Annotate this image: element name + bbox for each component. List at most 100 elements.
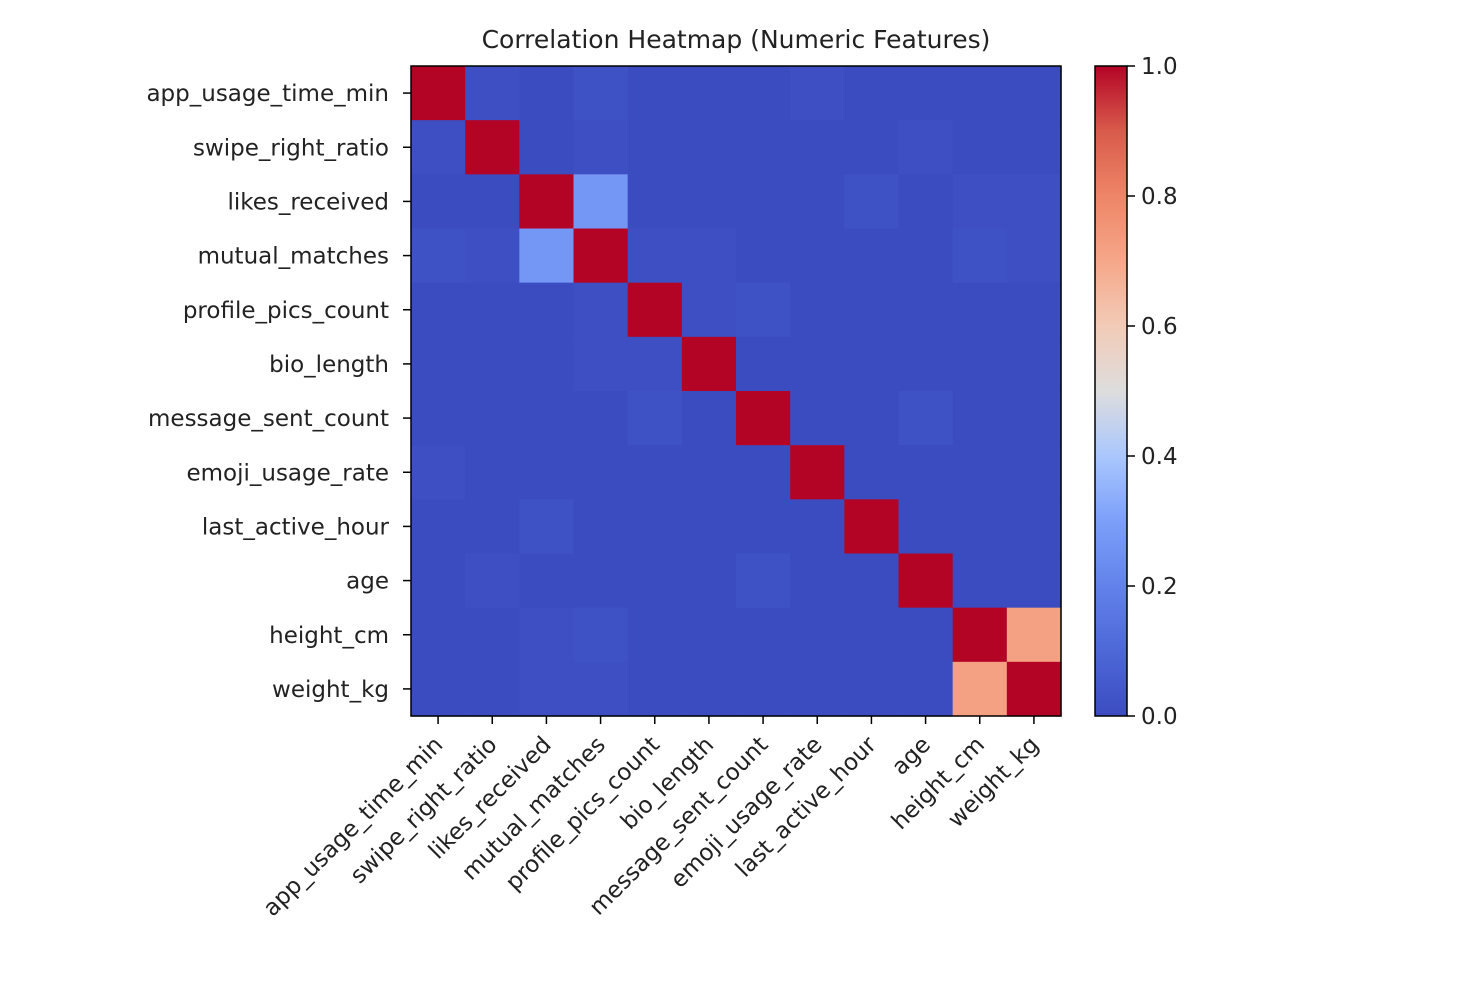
y-axis: app_usage_time_min swipe_right_ratiolikes… <box>146 81 411 703</box>
heatmap-cell <box>952 661 1008 717</box>
y-tick-label: bio_length <box>269 352 389 378</box>
colorbar-tick-label: 0.0 <box>1141 704 1178 730</box>
heatmap-cell <box>1006 228 1062 284</box>
heatmap-cell <box>411 553 466 609</box>
heatmap-cell <box>627 391 683 446</box>
y-tick-label: mutual_matches <box>198 244 389 270</box>
heatmap-cell <box>627 607 683 663</box>
heatmap-cell <box>736 607 791 663</box>
heatmap-cell <box>1006 391 1062 446</box>
heatmap-cell <box>627 120 683 175</box>
heatmap-cell <box>519 282 575 338</box>
heatmap-cell <box>1006 120 1062 175</box>
heatmap-cell <box>465 120 520 175</box>
colorbar: 0.0 0.2 0.4 0.6 0.8 1.0 <box>1094 54 1178 730</box>
heatmap-cell <box>898 607 954 663</box>
heatmap-cell <box>465 66 520 121</box>
heatmap-cells <box>411 66 1062 717</box>
heatmap-cell <box>1006 553 1062 609</box>
heatmap-cell <box>1006 66 1062 121</box>
heatmap-cell <box>573 391 629 446</box>
heatmap-cell <box>627 336 683 392</box>
heatmap-cell <box>898 661 954 717</box>
heatmap-cell <box>898 499 954 555</box>
heatmap-cell <box>573 553 629 609</box>
heatmap-cell <box>519 553 575 609</box>
heatmap-cell <box>519 174 575 230</box>
heatmap-cell <box>627 66 683 121</box>
heatmap-cell <box>465 282 520 338</box>
heatmap-cell <box>627 282 683 338</box>
heatmap-cell <box>952 499 1008 555</box>
heatmap-cell <box>573 336 629 392</box>
heatmap-cell <box>736 120 791 175</box>
heatmap-cell <box>952 228 1008 284</box>
heatmap-cell <box>411 607 466 663</box>
heatmap-cell <box>844 66 900 121</box>
colorbar-tick-label: 0.4 <box>1141 444 1178 470</box>
heatmap-cell <box>519 391 575 446</box>
heatmap-cell <box>952 553 1008 609</box>
heatmap-cell <box>627 174 683 230</box>
y-tick-label: age <box>346 569 389 595</box>
heatmap-cell <box>465 499 520 555</box>
heatmap-cell <box>898 445 954 500</box>
heatmap-cell <box>952 282 1008 338</box>
heatmap-cell <box>465 553 520 609</box>
heatmap-cell <box>952 66 1008 121</box>
heatmap-cell <box>681 120 737 175</box>
heatmap-cell <box>681 391 737 446</box>
heatmap-cell <box>736 499 791 555</box>
heatmap-cell <box>790 553 845 609</box>
y-tick-label: weight_kg <box>272 677 389 703</box>
heatmap-cell <box>844 607 900 663</box>
colorbar-tick-label: 0.6 <box>1141 314 1178 340</box>
heatmap-cell <box>465 228 520 284</box>
heatmap-cell <box>952 391 1008 446</box>
heatmap-cell <box>627 553 683 609</box>
heatmap-cell <box>898 66 954 121</box>
heatmap-cell <box>573 228 629 284</box>
heatmap-cell <box>844 336 900 392</box>
heatmap-cell <box>952 120 1008 175</box>
colorbar-tick-label: 0.8 <box>1141 184 1178 210</box>
y-tick-label: app_usage_time_min <box>146 81 389 107</box>
heatmap-cell <box>411 282 466 338</box>
heatmap-cell <box>573 120 629 175</box>
heatmap-cell <box>465 391 520 446</box>
heatmap-cell <box>681 282 737 338</box>
heatmap-cell <box>790 391 845 446</box>
y-tick-label: height_cm <box>269 623 389 649</box>
heatmap-cell <box>411 120 466 175</box>
heatmap-cell <box>573 499 629 555</box>
heatmap-cell <box>681 553 737 609</box>
heatmap-cell <box>681 445 737 500</box>
heatmap-cell <box>681 174 737 230</box>
heatmap-cell <box>790 66 845 121</box>
heatmap-cell <box>465 174 520 230</box>
heatmap-cell <box>681 607 737 663</box>
heatmap-cell <box>736 66 791 121</box>
heatmap-cell <box>790 499 845 555</box>
heatmap-cell <box>736 553 791 609</box>
heatmap-cell <box>736 282 791 338</box>
heatmap-cell <box>681 66 737 121</box>
y-tick-label: likes_received <box>227 189 389 215</box>
heatmap-cell <box>573 607 629 663</box>
heatmap-cell <box>519 499 575 555</box>
heatmap-cell <box>465 607 520 663</box>
heatmap-cell <box>411 445 466 500</box>
heatmap-cell <box>790 228 845 284</box>
heatmap-cell <box>411 228 466 284</box>
heatmap-cell <box>1006 661 1062 717</box>
y-tick-label: last_active_hour <box>202 514 390 540</box>
y-tick-label: message_sent_count <box>148 406 389 432</box>
heatmap-cell <box>844 499 900 555</box>
y-tick-label: emoji_usage_rate <box>186 460 389 486</box>
heatmap-cell <box>790 607 845 663</box>
heatmap-cell <box>519 607 575 663</box>
heatmap-cell <box>465 661 520 717</box>
heatmap-cell <box>844 120 900 175</box>
